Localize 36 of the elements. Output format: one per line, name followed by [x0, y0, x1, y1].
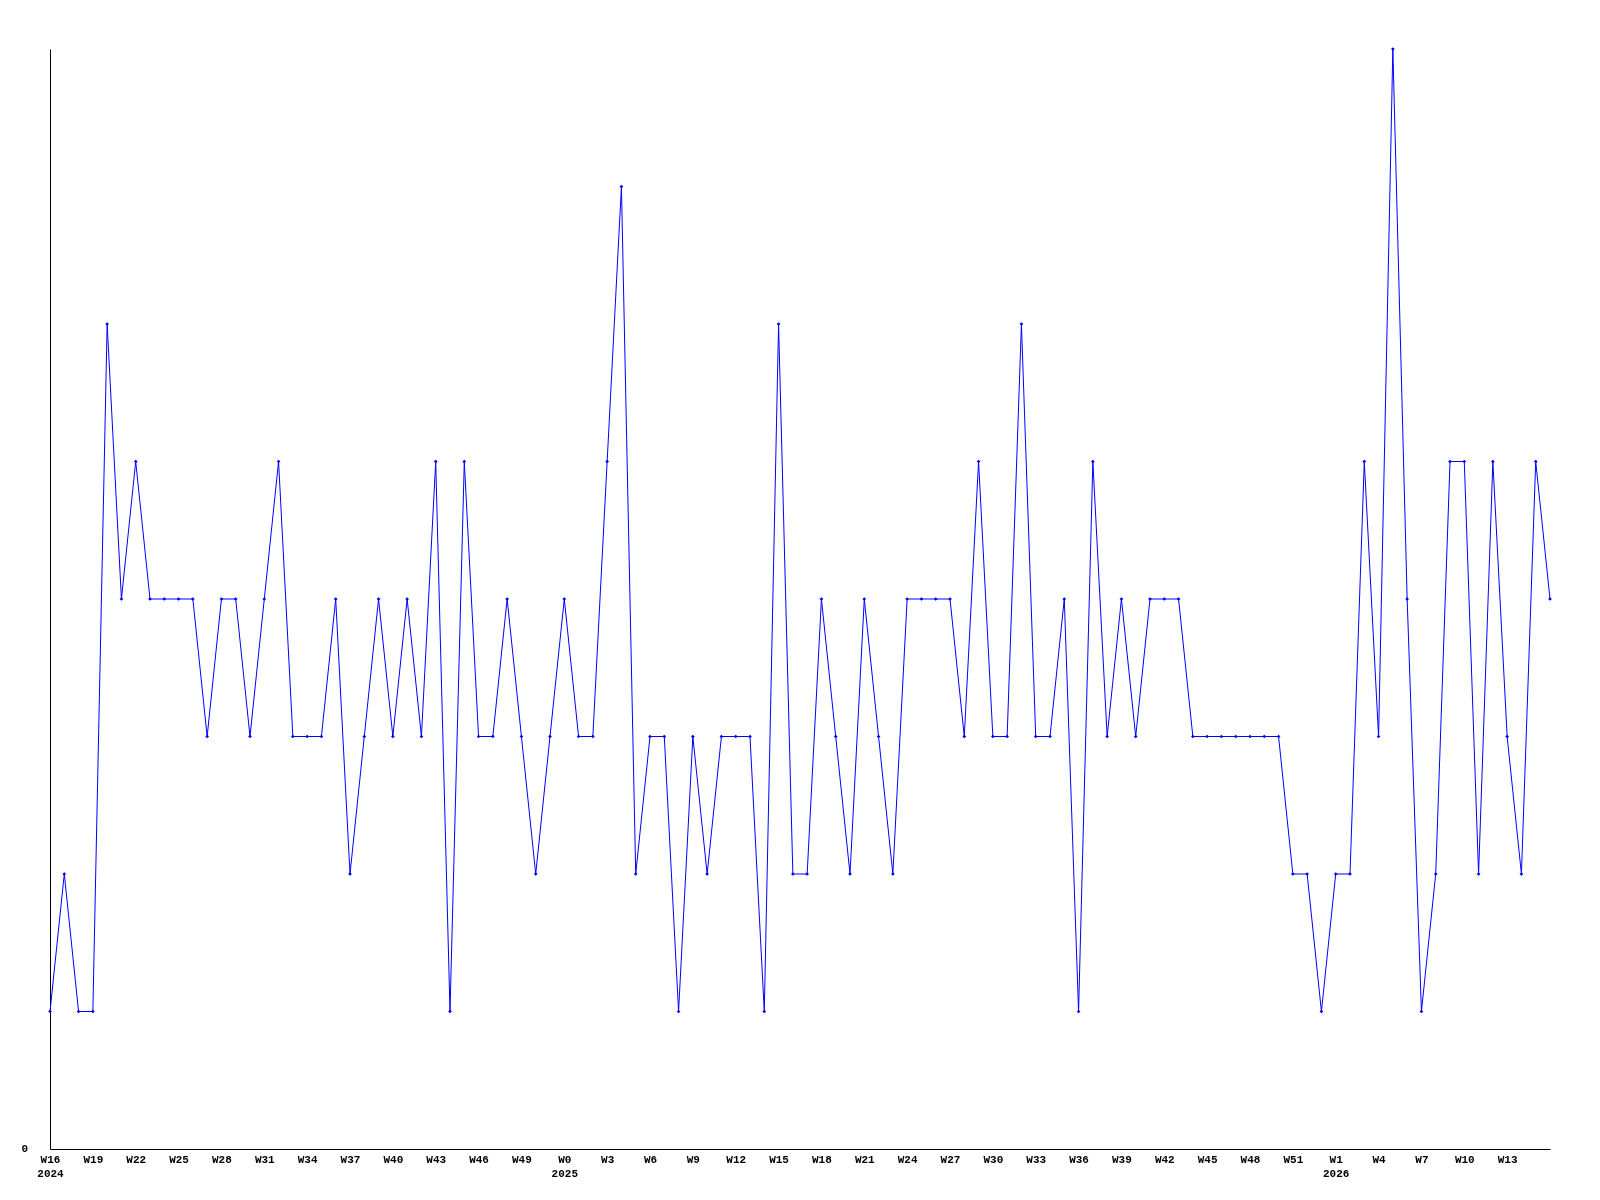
x-tick-label: W22	[126, 1153, 147, 1166]
x-tick-label: W13	[1497, 1153, 1518, 1166]
x-tick-label: W3	[601, 1153, 615, 1166]
x-tick-label: W19	[83, 1153, 104, 1166]
x-tick-label: W21	[854, 1153, 876, 1166]
x-tick-label: W33	[1026, 1153, 1047, 1166]
x-tick-label: W16 2024	[37, 1153, 65, 1180]
text: 0	[21, 1143, 28, 1155]
x-tick-label: W40	[383, 1153, 404, 1166]
x-tick-label: W18	[812, 1153, 833, 1166]
x-tick-label: W48	[1240, 1153, 1261, 1166]
x-tick-label: W10	[1454, 1153, 1475, 1166]
x-tick-label: W6	[643, 1153, 658, 1166]
x-tick-label: W51	[1283, 1153, 1304, 1166]
x-tick-label: W0 2025	[551, 1153, 579, 1180]
x-tick-label: W1 2026	[1323, 1153, 1350, 1180]
x-tick-label: W43	[426, 1153, 447, 1166]
x-tick-label: W7	[1415, 1153, 1429, 1166]
x-tick-label: W37	[340, 1153, 361, 1166]
x-tick-label: W4	[1372, 1153, 1387, 1166]
x-tick-label: W12	[726, 1153, 747, 1166]
x-tick-label: W27	[940, 1153, 961, 1166]
x-tick-label: W42	[1154, 1153, 1175, 1166]
x-tick-label: W9	[686, 1153, 700, 1166]
x-tick-label: W15	[769, 1153, 790, 1166]
x-tick-label: W45	[1197, 1153, 1218, 1166]
x-tick-label: W24	[897, 1153, 918, 1166]
x-tick-label: W36	[1069, 1153, 1089, 1166]
x-tick-label: W30	[983, 1153, 1004, 1166]
x-tick-label: W34	[297, 1153, 318, 1166]
x-tick-label: W46	[469, 1153, 489, 1166]
x-tick-label: W49	[512, 1153, 532, 1166]
x-tick-label: W39	[1112, 1153, 1132, 1166]
x-tick-label: W28	[212, 1153, 233, 1166]
x-tick-label: W31	[254, 1153, 276, 1166]
x-tick-label: W25	[169, 1153, 190, 1166]
